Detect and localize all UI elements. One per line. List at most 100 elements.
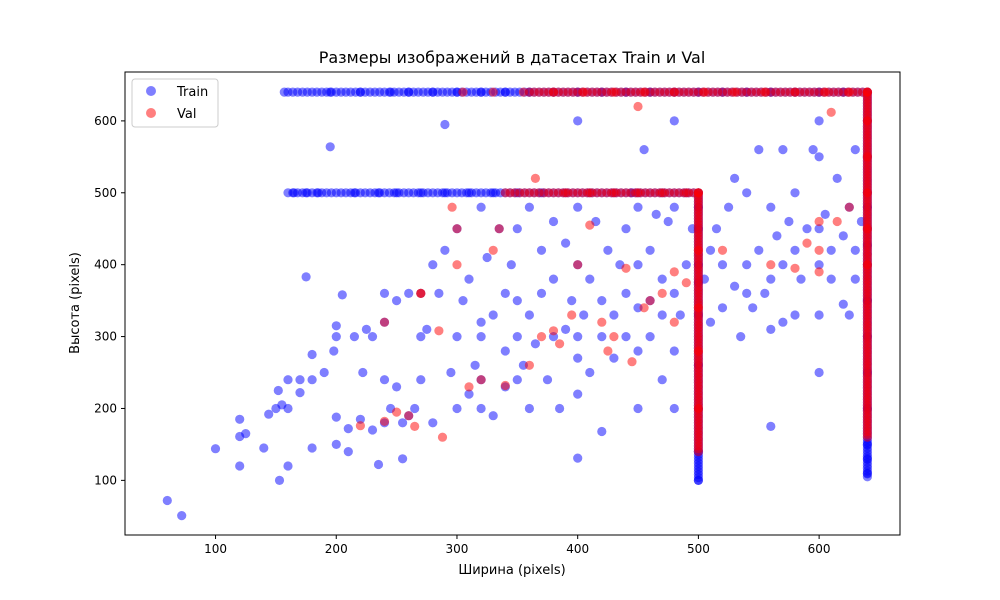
train-point xyxy=(730,281,740,291)
train-point xyxy=(850,145,860,155)
train-point xyxy=(862,468,873,478)
train-point xyxy=(555,403,565,414)
train-point xyxy=(669,403,679,414)
val-point xyxy=(392,407,402,417)
val-point xyxy=(379,416,390,426)
x-tick-label: 200 xyxy=(325,542,348,556)
val-point xyxy=(585,188,595,198)
y-tick-label: 300 xyxy=(94,330,117,344)
train-point xyxy=(241,429,251,439)
train-point xyxy=(162,495,172,506)
val-point xyxy=(730,87,740,97)
train-point xyxy=(283,403,293,414)
val-point xyxy=(645,296,655,306)
train-point xyxy=(500,87,510,97)
x-axis: 100 200 300 400 500 600 xyxy=(204,535,831,556)
train-point xyxy=(379,375,390,385)
val-point xyxy=(844,202,854,212)
val-point xyxy=(693,303,704,313)
train-point xyxy=(730,173,740,183)
val-point xyxy=(693,188,704,198)
plot-frame xyxy=(124,71,901,536)
train-point xyxy=(295,375,305,385)
train-point xyxy=(476,87,486,97)
train-point xyxy=(766,274,776,284)
val-point xyxy=(862,260,873,270)
val-point xyxy=(621,263,631,273)
train-point xyxy=(717,260,728,270)
train-point xyxy=(597,426,607,437)
train-point xyxy=(669,288,679,298)
train-point xyxy=(177,510,187,521)
val-point xyxy=(548,326,559,336)
train-point xyxy=(850,274,860,284)
train-point xyxy=(524,202,535,212)
train-point xyxy=(283,461,293,471)
train-point xyxy=(307,375,317,385)
train-point xyxy=(398,454,408,464)
train-point xyxy=(850,245,860,255)
val-point xyxy=(862,224,873,234)
y-axis-label: Высота (pixels) xyxy=(68,252,83,354)
train-point xyxy=(657,274,667,284)
train-point xyxy=(452,403,462,414)
train-point xyxy=(736,332,746,342)
train-point xyxy=(669,346,679,356)
val-point xyxy=(488,245,498,255)
train-point xyxy=(358,367,368,378)
train-point xyxy=(488,310,498,320)
train-point xyxy=(548,216,559,227)
train-point xyxy=(349,188,359,198)
train-point xyxy=(500,346,510,356)
train-point xyxy=(796,274,806,284)
train-point xyxy=(283,375,293,385)
val-point xyxy=(820,87,830,97)
val-point xyxy=(437,432,448,442)
train-point xyxy=(784,216,794,227)
val-point xyxy=(476,375,486,385)
train-point xyxy=(319,367,329,378)
legend-train-label: Train xyxy=(176,85,208,100)
train-point xyxy=(705,245,716,255)
train-point xyxy=(476,332,486,342)
train-point xyxy=(404,87,414,97)
train-point xyxy=(742,288,752,298)
train-point xyxy=(808,145,818,155)
val-point xyxy=(434,326,444,336)
train-point xyxy=(329,346,339,356)
train-point xyxy=(567,296,577,306)
val-point xyxy=(573,260,583,270)
train-point xyxy=(790,188,800,198)
train-point xyxy=(482,252,492,263)
train-point xyxy=(573,332,583,342)
train-point xyxy=(355,414,365,424)
train-point xyxy=(748,303,758,313)
train-point xyxy=(210,444,221,454)
val-point xyxy=(802,238,812,248)
train-point xyxy=(820,209,830,219)
train-point xyxy=(512,375,522,385)
val-point xyxy=(693,245,704,255)
train-point xyxy=(373,188,384,198)
train-point xyxy=(832,173,842,183)
train-point xyxy=(512,224,522,234)
val-point xyxy=(633,188,643,198)
val-point xyxy=(603,346,613,356)
train-point xyxy=(464,188,474,198)
train-point xyxy=(766,202,776,212)
val-point xyxy=(717,245,728,255)
train-point xyxy=(663,216,673,227)
train-point xyxy=(597,296,607,306)
val-point xyxy=(567,310,577,320)
val-point xyxy=(790,263,800,273)
train-point xyxy=(331,412,341,422)
train-point xyxy=(235,461,245,471)
train-point xyxy=(814,367,824,378)
train-point xyxy=(386,87,396,97)
train-point xyxy=(862,454,873,464)
val-point xyxy=(379,317,390,327)
val-point xyxy=(814,245,824,255)
val-point xyxy=(627,357,637,367)
train-point xyxy=(235,414,245,424)
x-tick-label: 400 xyxy=(566,542,589,556)
